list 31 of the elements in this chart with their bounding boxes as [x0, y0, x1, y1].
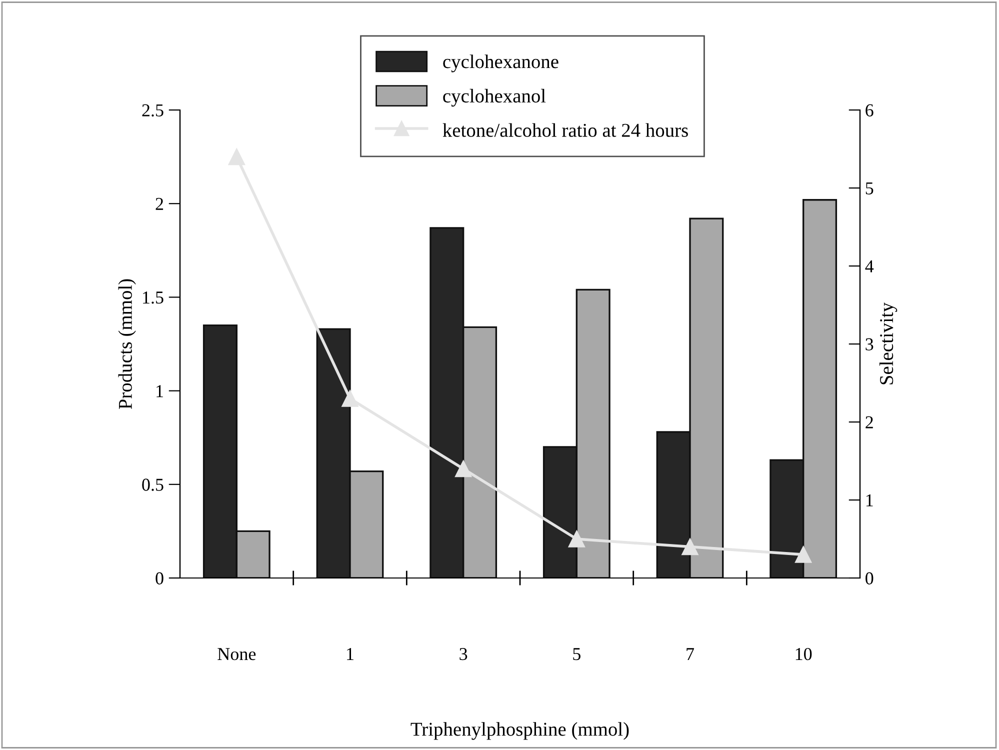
- y2-axis-title: Selectivity: [879, 302, 898, 384]
- point: [342, 390, 358, 407]
- x-tick-label: None: [218, 648, 256, 660]
- point: [228, 148, 245, 166]
- x-axis-title: Triphenylphosphine (mmol): [410, 722, 629, 740]
- y-tick-label: 0: [156, 572, 164, 584]
- y-tick-label: 1.5: [143, 292, 164, 304]
- legend-label: cyclohexanone: [443, 54, 558, 72]
- x-tick-label: 10: [796, 648, 812, 660]
- x-tick-label: 3: [460, 648, 468, 660]
- y2-tick-label: 2: [866, 416, 873, 428]
- point: [682, 538, 698, 556]
- point: [568, 530, 585, 548]
- x-tick-label: 7: [686, 648, 694, 660]
- legend-label: cyclohexanol: [443, 88, 546, 107]
- y-tick-label: 2: [156, 198, 164, 210]
- y-axis-title: Products (mmol): [118, 279, 136, 410]
- y2-tick-label: 4: [865, 260, 874, 272]
- x-tick-label: 1: [347, 648, 354, 660]
- point: [795, 546, 812, 563]
- y-tick-label: 1: [156, 385, 163, 398]
- y2-tick-label: 5: [866, 182, 874, 194]
- y-tick-label: 0.5: [142, 478, 164, 491]
- y2-tick-label: 1: [866, 494, 873, 506]
- y-tick-label: 2.5: [142, 104, 164, 117]
- y2-tick-label: 0: [866, 572, 874, 584]
- legend-label: ketone/alcohol ratio at 24 hours: [442, 123, 688, 137]
- x-tick-label: 5: [573, 648, 580, 660]
- point: [455, 460, 472, 478]
- y2-tick-label: 3: [866, 338, 874, 350]
- y2-tick-label: 6: [866, 104, 874, 116]
